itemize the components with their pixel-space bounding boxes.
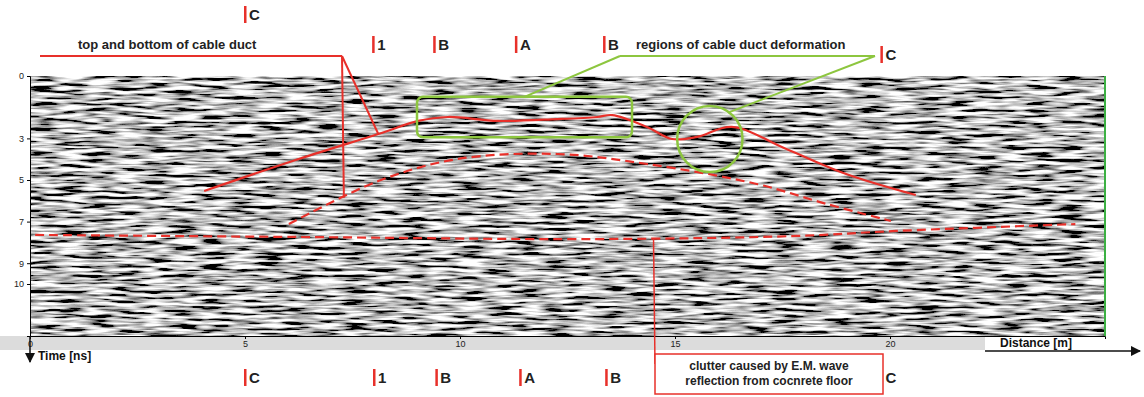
y-axis: 0 3 5 7 9 10 <box>14 71 31 336</box>
series-line <box>35 224 1075 239</box>
annotation-underline <box>40 55 342 57</box>
y-tick: 0 <box>19 71 30 81</box>
deformation-region <box>677 106 742 172</box>
section-label: C <box>885 369 896 386</box>
y-tick-label: 5 <box>19 175 24 185</box>
y-tick: 3 <box>19 134 30 144</box>
deformation-region <box>417 97 632 138</box>
axis-strip <box>0 336 985 350</box>
section-marker <box>372 36 375 53</box>
section-marker <box>435 369 438 386</box>
x-tick: 5 <box>243 336 248 349</box>
x-axis-line <box>31 337 1106 340</box>
section-marker <box>433 36 436 53</box>
y-tick-label: 9 <box>19 259 24 269</box>
chart: 051015200357910Time [ns]Distance [m]C1BA… <box>0 0 1144 397</box>
section-marker <box>244 6 247 23</box>
series-line <box>289 154 891 224</box>
section-label: B <box>610 369 621 386</box>
lines <box>35 115 1075 239</box>
y-tick: 9 <box>19 259 30 269</box>
y-tick-label: 10 <box>14 279 24 289</box>
annotation-text: clutter caused by E.M. wave <box>689 359 849 373</box>
radargram-background <box>30 76 1105 336</box>
annotation-box <box>655 354 883 394</box>
y-tick-mark <box>27 222 30 223</box>
annotation-leader <box>342 56 344 198</box>
y-tick-mark <box>27 138 30 139</box>
annotation-leader <box>654 238 656 364</box>
section-label: 1 <box>377 36 385 53</box>
annotation-underline <box>620 55 875 57</box>
section-marker <box>519 369 522 386</box>
y-axis-title: Time [ns] <box>38 349 91 363</box>
y-tick-mark <box>27 76 30 77</box>
section-marker <box>515 36 518 53</box>
y-tick-label: 3 <box>19 134 24 144</box>
section-label: A <box>524 369 535 386</box>
section-marker <box>605 369 608 386</box>
annotation-leader <box>728 56 875 113</box>
section-marker <box>603 36 606 53</box>
x-tick-label: 15 <box>670 339 680 349</box>
y-axis-line <box>27 77 31 337</box>
section-label: C <box>885 46 896 63</box>
section-marker <box>244 369 247 386</box>
section-label: A <box>520 36 531 53</box>
x-axis: 05101520 <box>28 336 1106 349</box>
section-label: B <box>438 36 449 53</box>
annotation-leader <box>525 56 621 97</box>
y-tick: 5 <box>19 175 30 185</box>
annotation-text: top and bottom of cable duct <box>78 37 257 52</box>
y-tick-mark <box>27 284 30 285</box>
y-tick: 7 <box>19 217 30 227</box>
section-marker <box>373 369 376 386</box>
x-axis-title: Distance [m] <box>1000 336 1072 350</box>
annotation-text: regions of cable duct deformation <box>636 37 846 52</box>
y-tick-mark <box>27 263 30 264</box>
y-arrow <box>29 336 31 362</box>
x-tick-label: 20 <box>885 339 895 349</box>
x-tick-label: 10 <box>455 339 465 349</box>
x-tick-label: 5 <box>243 339 248 349</box>
x-tick: 15 <box>670 336 680 349</box>
y-tick-label: 0 <box>19 71 24 81</box>
y-tick-label: 7 <box>19 217 24 227</box>
section-label: 1 <box>378 369 386 386</box>
annotation-text: reflection from cocnrete floor <box>685 374 853 388</box>
annotation-leader <box>342 56 378 134</box>
section-label: C <box>249 369 260 386</box>
section-marker <box>880 46 883 63</box>
section-label: B <box>440 369 451 386</box>
y-tick: 10 <box>14 279 30 289</box>
x-arrow <box>985 350 1140 352</box>
plot-right-edge <box>1104 76 1106 336</box>
section-label: C <box>249 6 260 23</box>
x-tick: 20 <box>885 336 895 349</box>
section-label: B <box>608 36 619 53</box>
y-tick-mark <box>27 180 30 181</box>
x-tick: 10 <box>455 336 465 349</box>
